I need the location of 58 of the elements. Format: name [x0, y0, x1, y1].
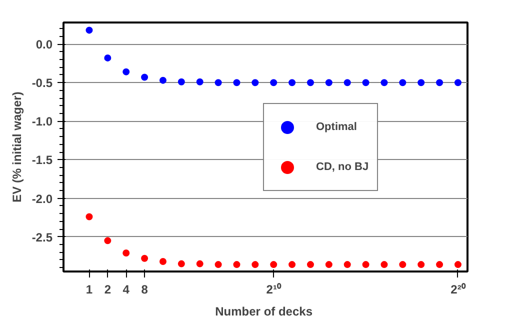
- point: [362, 79, 370, 86]
- point: [122, 68, 130, 76]
- x-tick-label: 2: [104, 282, 112, 296]
- point: [306, 261, 314, 268]
- point: [418, 79, 425, 86]
- point: [454, 261, 462, 268]
- x-tick-label: 2²⁰: [450, 282, 466, 296]
- point: [178, 78, 185, 86]
- x-tick-label: 1: [86, 282, 93, 296]
- point: [159, 76, 166, 84]
- y-tick-label: -2.0: [32, 192, 53, 206]
- x-tick-label: 8: [141, 282, 148, 296]
- point: [86, 213, 93, 220]
- point: [233, 79, 240, 86]
- point: [380, 79, 388, 86]
- point: [325, 261, 332, 268]
- point: [306, 79, 314, 86]
- point: [288, 79, 296, 86]
- point: [454, 79, 462, 86]
- point: [252, 261, 259, 268]
- x-tick-label: 4: [122, 282, 130, 296]
- y-tick-label: -1.5: [32, 153, 53, 168]
- point: [178, 260, 185, 268]
- point: [344, 79, 351, 86]
- point: [325, 79, 332, 86]
- point: [252, 79, 259, 86]
- point: [141, 74, 148, 81]
- point: [436, 261, 444, 268]
- point: [141, 254, 148, 262]
- point: [399, 261, 406, 268]
- point: [214, 261, 222, 268]
- point: [159, 258, 166, 265]
- point: [399, 79, 406, 86]
- point: [214, 79, 222, 86]
- point: [196, 78, 204, 86]
- point: [288, 261, 296, 268]
- y-tick-label: 0.0: [36, 38, 53, 52]
- point: [344, 261, 351, 268]
- y-tick-label: -1.0: [32, 114, 53, 129]
- point: [270, 261, 278, 268]
- y-tick-label: -2.5: [32, 230, 53, 244]
- point: [86, 26, 93, 34]
- y-tick-label: -0.5: [32, 76, 53, 90]
- point: [196, 260, 204, 268]
- point: [362, 261, 370, 268]
- legend-label: CD, no BJ: [316, 161, 369, 173]
- x-tick-label: 2¹⁰: [266, 282, 282, 296]
- point: [104, 54, 112, 62]
- point: [233, 261, 240, 268]
- point: [436, 79, 444, 86]
- x-axis-title: Number of decks: [215, 304, 313, 318]
- point: [380, 261, 388, 268]
- y-axis-title: EV (% initial wager): [10, 92, 24, 202]
- point: [270, 79, 278, 86]
- point: [122, 250, 130, 256]
- point: [418, 261, 425, 268]
- legend-label: Optimal: [316, 121, 357, 133]
- point: [104, 237, 112, 244]
